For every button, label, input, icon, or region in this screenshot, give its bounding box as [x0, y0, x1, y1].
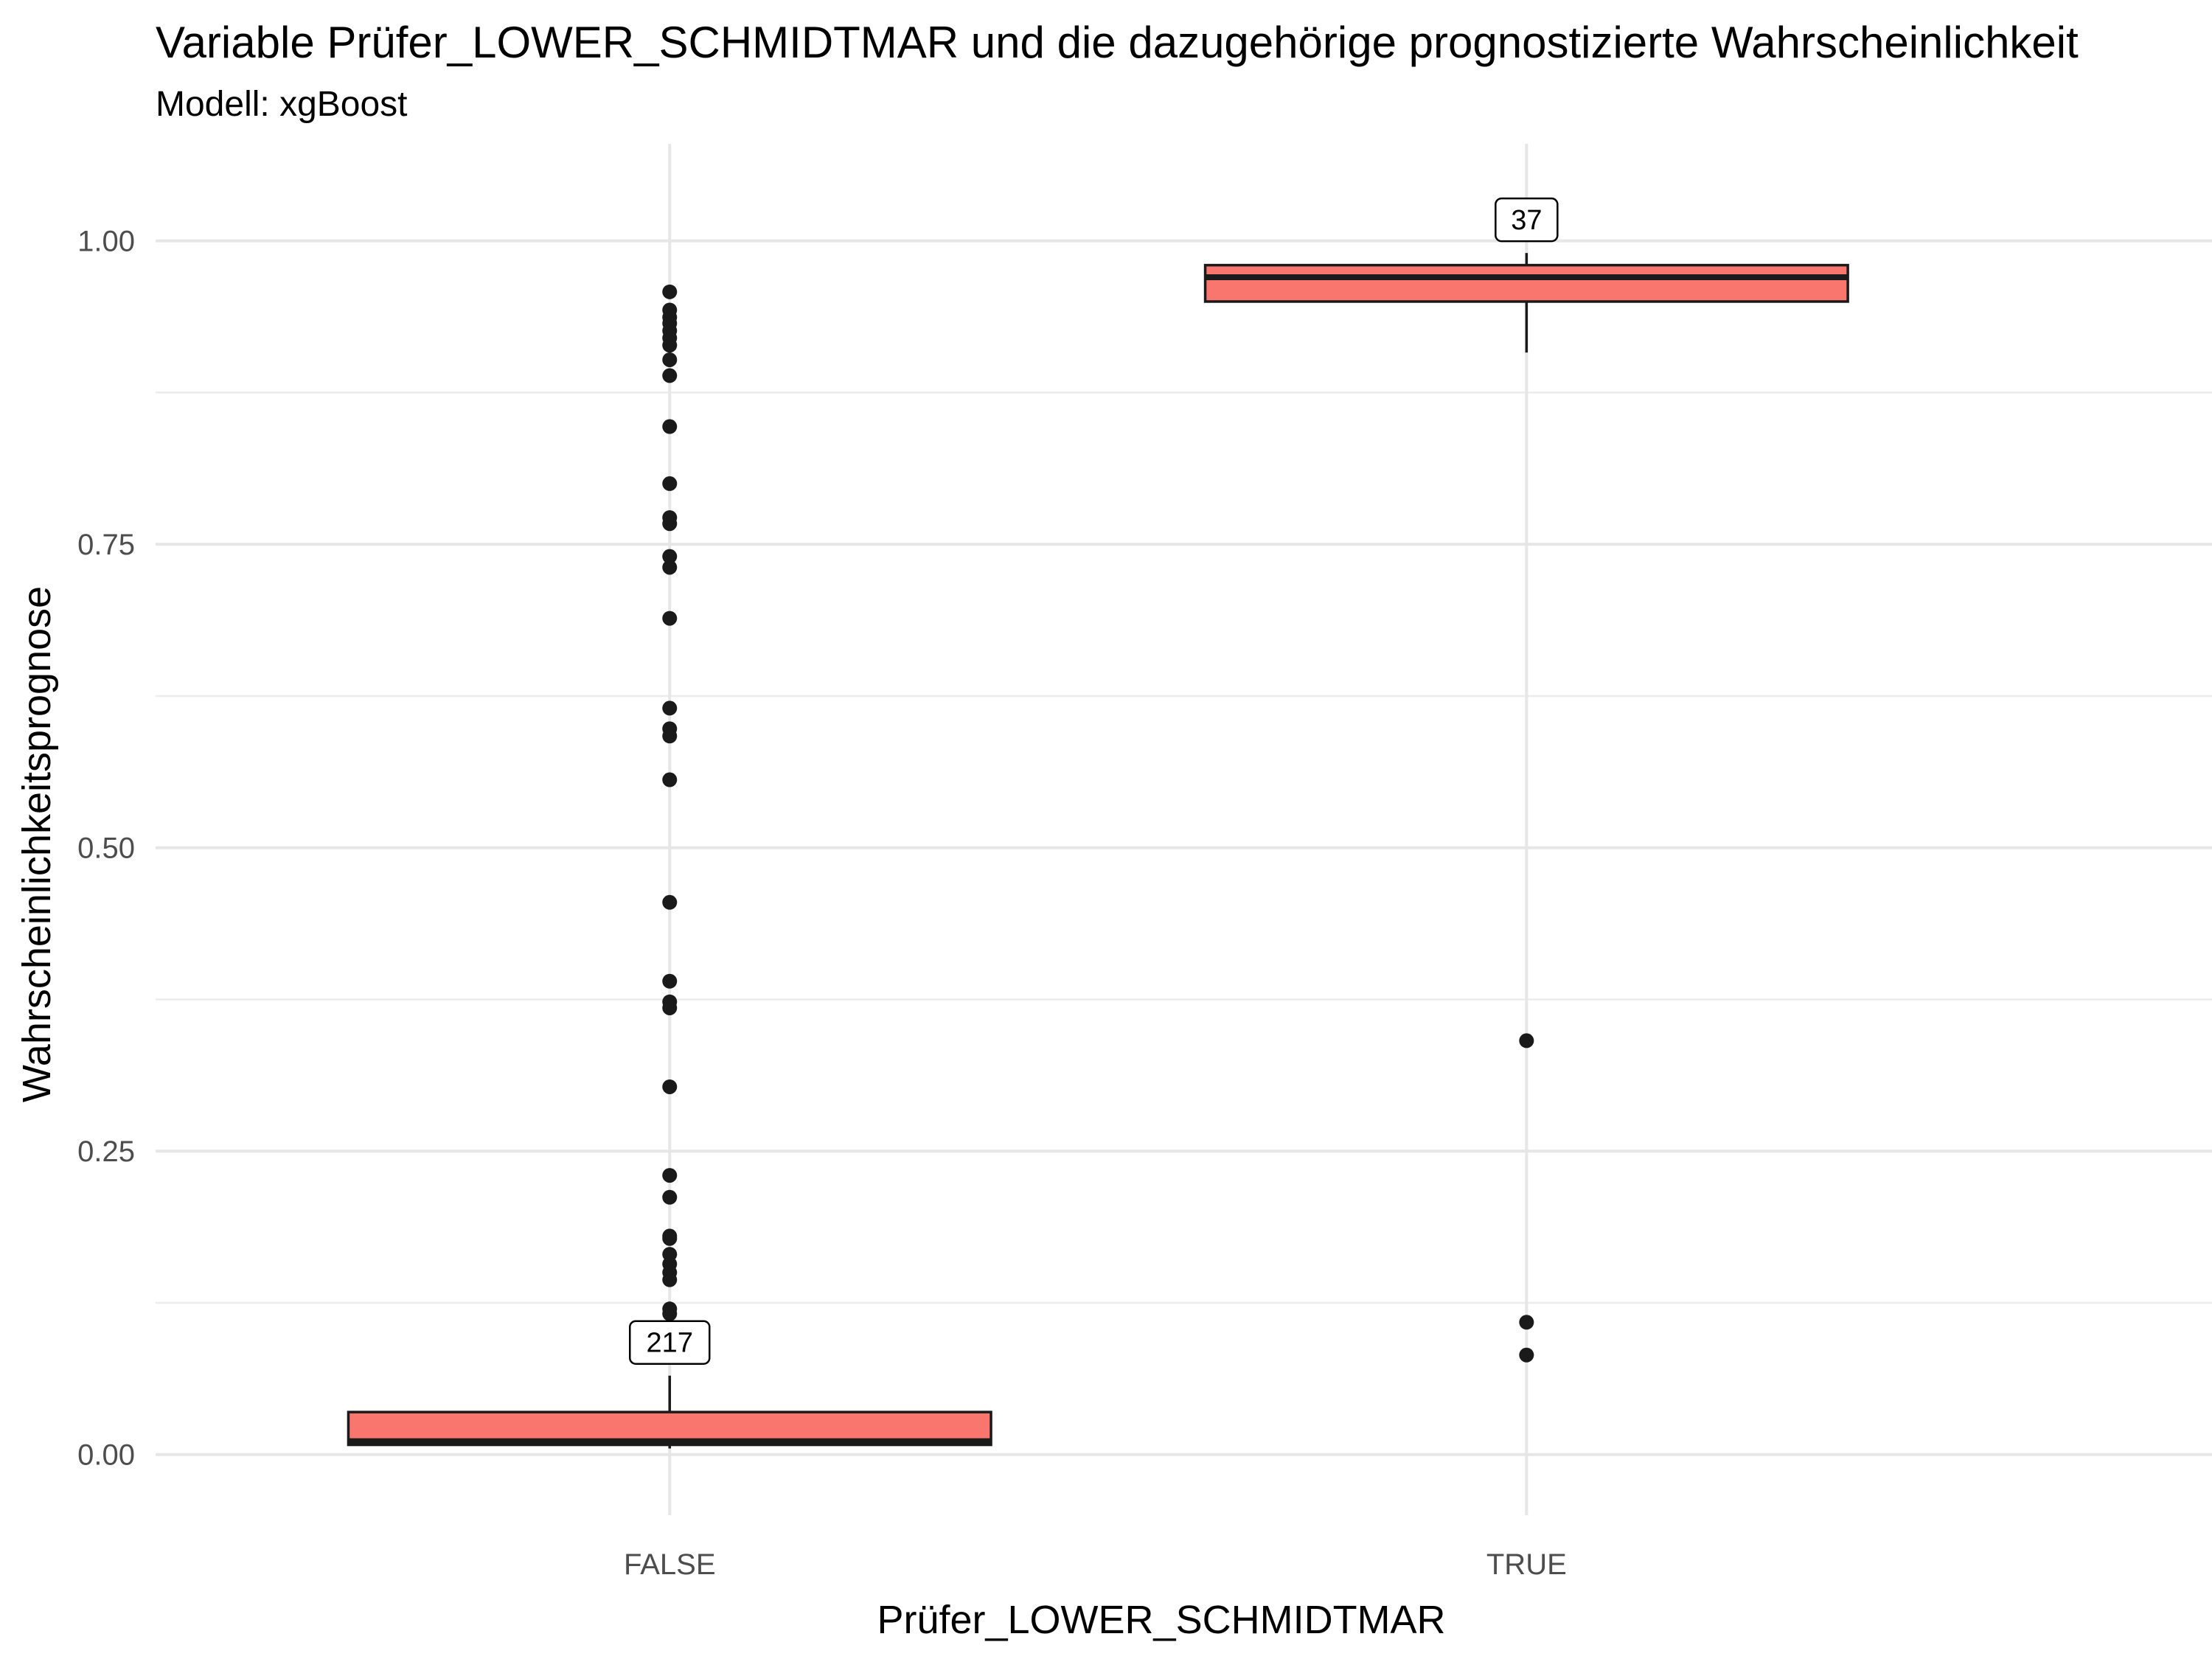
- y-axis-tick-labels: 0.00 0.25 0.50 0.75 1.00: [77, 226, 135, 1472]
- y-tick-label: 0.00: [77, 1439, 135, 1472]
- outlier-point: [662, 1272, 678, 1287]
- outlier-point: [1519, 1347, 1534, 1363]
- outlier-point: [662, 1168, 678, 1183]
- outlier-point: [662, 973, 678, 989]
- outlier-point: [662, 368, 678, 383]
- chart-title: Variable Prüfer_LOWER_SCHMIDTMAR und die…: [156, 18, 2079, 67]
- x-tick-label: FALSE: [624, 1548, 716, 1581]
- outlier-point: [1519, 1033, 1534, 1048]
- x-tick-label: TRUE: [1486, 1548, 1567, 1581]
- outlier-point: [1519, 1315, 1534, 1330]
- outlier-point: [662, 516, 678, 532]
- outlier-point: [662, 549, 678, 564]
- boxplot-series: 217 37: [347, 197, 1849, 1449]
- y-tick-label: 0.50: [77, 832, 135, 865]
- outlier-point: [662, 728, 678, 744]
- count-label-box: [629, 1320, 711, 1365]
- count-label: 37: [1511, 205, 1542, 236]
- outlier-point: [662, 338, 678, 353]
- outlier-point: [662, 352, 678, 367]
- y-tick-label: 0.75: [77, 529, 135, 561]
- outlier-point: [662, 611, 678, 626]
- box-body: [1203, 263, 1849, 303]
- outlier-point: [662, 1189, 678, 1205]
- outlier-point: [662, 1000, 678, 1015]
- outlier-point: [662, 1231, 678, 1246]
- outlier-point: [662, 1306, 678, 1321]
- outlier-point: [662, 419, 678, 434]
- outlier-point: [662, 700, 678, 716]
- grid-lines: [156, 144, 2212, 1515]
- count-label-box: [1495, 197, 1559, 243]
- x-axis-tick-labels: FALSE TRUE: [624, 1548, 1567, 1581]
- y-axis-title: Wahrscheinlichkeitsprognose: [15, 586, 59, 1102]
- x-axis-title: Prüfer_LOWER_SCHMIDTMAR: [877, 1598, 1445, 1642]
- chart-subtitle: Modell: xgBoost: [156, 85, 408, 124]
- outlier-point: [662, 894, 678, 910]
- box-group: 37: [1203, 197, 1849, 1363]
- outlier-point: [662, 772, 678, 787]
- outlier-point: [662, 284, 678, 299]
- y-tick-label: 0.25: [77, 1135, 135, 1168]
- y-tick-label: 1.00: [77, 226, 135, 258]
- box-group: 217: [347, 284, 992, 1449]
- count-label: 217: [647, 1328, 693, 1359]
- outlier-point: [662, 476, 678, 491]
- outlier-point: [662, 560, 678, 575]
- outlier-point: [662, 1079, 678, 1094]
